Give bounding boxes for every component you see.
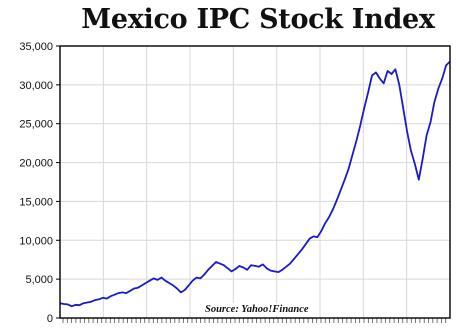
chart-title: Mexico IPC Stock Index — [81, 4, 435, 35]
y-tick-label: 0 — [47, 313, 53, 325]
y-tick-label: 25,000 — [19, 119, 53, 131]
source-annotation: Source: Yahoo!Finance — [205, 304, 309, 315]
source-annotation-background — [202, 303, 312, 316]
plot-frame — [59, 45, 451, 319]
y-tick-label: 20,000 — [19, 158, 53, 170]
y-tick-label: 35,000 — [19, 41, 53, 53]
y-tick-label: 5,000 — [25, 274, 53, 286]
series-line-ipc — [59, 60, 451, 308]
y-tick-label: 15,000 — [19, 196, 53, 208]
y-tick-label: 10,000 — [19, 235, 53, 247]
y-tick-label: 30,000 — [19, 80, 53, 92]
